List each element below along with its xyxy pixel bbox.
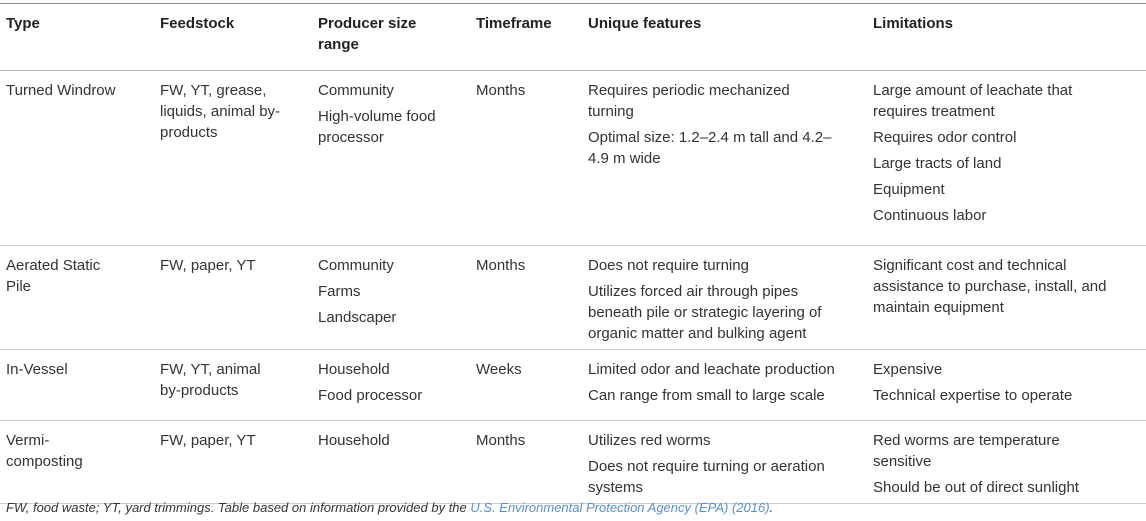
- cell-item: Aerated Static Pile: [6, 257, 101, 295]
- header-cell: Limitations: [867, 3, 1146, 71]
- header-cell: Type: [0, 3, 154, 71]
- table-cell: FW, paper, YT: [154, 420, 312, 504]
- cell-item: Vermi-composting: [6, 432, 83, 470]
- cell-item: Farms: [318, 283, 361, 300]
- table-cell: In-Vessel: [0, 349, 154, 421]
- cell-item: Technical expertise to operate: [873, 387, 1073, 404]
- header-cell: Producer size range: [312, 3, 470, 71]
- table-cell: Weeks: [470, 349, 582, 421]
- footnote-link[interactable]: U.S. Environmental Protection Agency (EP…: [470, 500, 770, 515]
- table-cell: FW, YT, grease, liquids, animal by-produ…: [154, 70, 312, 246]
- table-cell: Vermi-composting: [0, 420, 154, 504]
- cell-item: Equipment: [873, 181, 945, 198]
- cell-item: Red worms are temperature sensitive: [873, 432, 1060, 470]
- cell-item: FW, paper, YT: [160, 432, 256, 449]
- table-row: Turned Windrow FW, YT, grease, liquids, a…: [0, 70, 1146, 246]
- table-cell: Household Food processor: [312, 349, 470, 421]
- footnote: FW, food waste; YT, yard trimmings. Tabl…: [6, 500, 773, 515]
- cell-item: Significant cost and technical assistanc…: [873, 257, 1107, 316]
- table-cell: Large amount of leachate that requires t…: [867, 70, 1146, 246]
- table-cell: Limited odor and leachate production Can …: [582, 349, 867, 421]
- cell-item: Requires periodic mechanized turning: [588, 82, 790, 120]
- cell-item: High-volume food processor: [318, 108, 436, 146]
- cell-item: Expensive: [873, 361, 943, 378]
- cell-item: Community: [318, 82, 394, 99]
- cell-item: Continuous labor: [873, 207, 987, 224]
- cell-item: Large tracts of land: [873, 155, 1002, 172]
- header-row: Type Feedstock Producer size range Timefram…: [0, 3, 1146, 71]
- cell-item: Should be out of direct sunlight: [873, 479, 1079, 496]
- cell-item: Food processor: [318, 387, 423, 404]
- table-row: In-Vessel FW, YT, animal by-products House…: [0, 349, 1146, 421]
- cell-item: Utilizes forced air through pipes beneat…: [588, 283, 822, 342]
- table-cell: Months: [470, 245, 582, 350]
- cell-item: Utilizes red worms: [588, 432, 711, 449]
- header-cell: Unique features: [582, 3, 867, 71]
- cell-item: Weeks: [476, 361, 522, 378]
- table-cell: Aerated Static Pile: [0, 245, 154, 350]
- cell-item: Household: [318, 361, 390, 378]
- cell-item: Household: [318, 432, 390, 449]
- cell-item: Limited odor and leachate production: [588, 361, 835, 378]
- table-row: Vermi-composting FW, paper, YT Household Mo…: [0, 420, 1146, 504]
- table-row: Aerated Static Pile FW, paper, YT Communit…: [0, 245, 1146, 350]
- table-cell: Household: [312, 420, 470, 504]
- cell-item: Can range from small to large scale: [588, 387, 825, 404]
- cell-item: Does not require turning or aeration sys…: [588, 458, 825, 496]
- cell-item: Requires odor control: [873, 129, 1017, 146]
- table-cell: FW, YT, animal by-products: [154, 349, 312, 421]
- header-cell: Timeframe: [470, 3, 582, 71]
- table-cell: Expensive Technical expertise to operate: [867, 349, 1146, 421]
- cell-item: Months: [476, 257, 526, 274]
- cell-item: Does not require turning: [588, 257, 749, 274]
- table-cell: Months: [470, 70, 582, 246]
- cell-item: Community: [318, 257, 394, 274]
- header-cell: Feedstock: [154, 3, 312, 71]
- table-cell: Requires periodic mechanized turning Opti…: [582, 70, 867, 246]
- cell-item: Turned Windrow: [6, 82, 116, 99]
- table-cell: Significant cost and technical assistanc…: [867, 245, 1146, 350]
- table-cell: Does not require turning Utilizes forced …: [582, 245, 867, 350]
- cell-item: Optimal size: 1.2–2.4 m tall and 4.2–4.9…: [588, 129, 832, 167]
- table-cell: Months: [470, 420, 582, 504]
- cell-item: Landscaper: [318, 309, 397, 326]
- table-cell: Community High-volume food processor: [312, 70, 470, 246]
- cell-item: FW, YT, grease, liquids, animal by-produ…: [160, 82, 281, 141]
- table-cell: Red worms are temperature sensitive Shoul…: [867, 420, 1146, 504]
- cell-item: FW, YT, animal by-products: [160, 361, 261, 399]
- cell-item: FW, paper, YT: [160, 257, 256, 274]
- table-cell: Utilizes red worms Does not require turni…: [582, 420, 867, 504]
- cell-item: Months: [476, 432, 526, 449]
- cell-item: In-Vessel: [6, 361, 68, 378]
- table-cell: Turned Windrow: [0, 70, 154, 246]
- data-table: Type Feedstock Producer size range Timefram…: [0, 3, 1146, 504]
- footnote-text: FW, food waste; YT, yard trimmings. Tabl…: [6, 500, 471, 515]
- cell-item: Large amount of leachate that requires t…: [873, 82, 1073, 120]
- table-cell: Community Farms Landscaper: [312, 245, 470, 350]
- cell-item: Months: [476, 82, 526, 99]
- table-cell: FW, paper, YT: [154, 245, 312, 350]
- footnote-end: .: [769, 500, 774, 515]
